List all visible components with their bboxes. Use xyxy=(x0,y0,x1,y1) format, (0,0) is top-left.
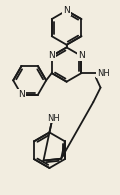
Text: NH: NH xyxy=(97,69,110,78)
Text: N: N xyxy=(78,51,85,60)
Text: N: N xyxy=(63,6,70,15)
Text: N: N xyxy=(48,51,55,60)
Text: NH: NH xyxy=(47,114,60,123)
Text: N: N xyxy=(18,90,25,99)
